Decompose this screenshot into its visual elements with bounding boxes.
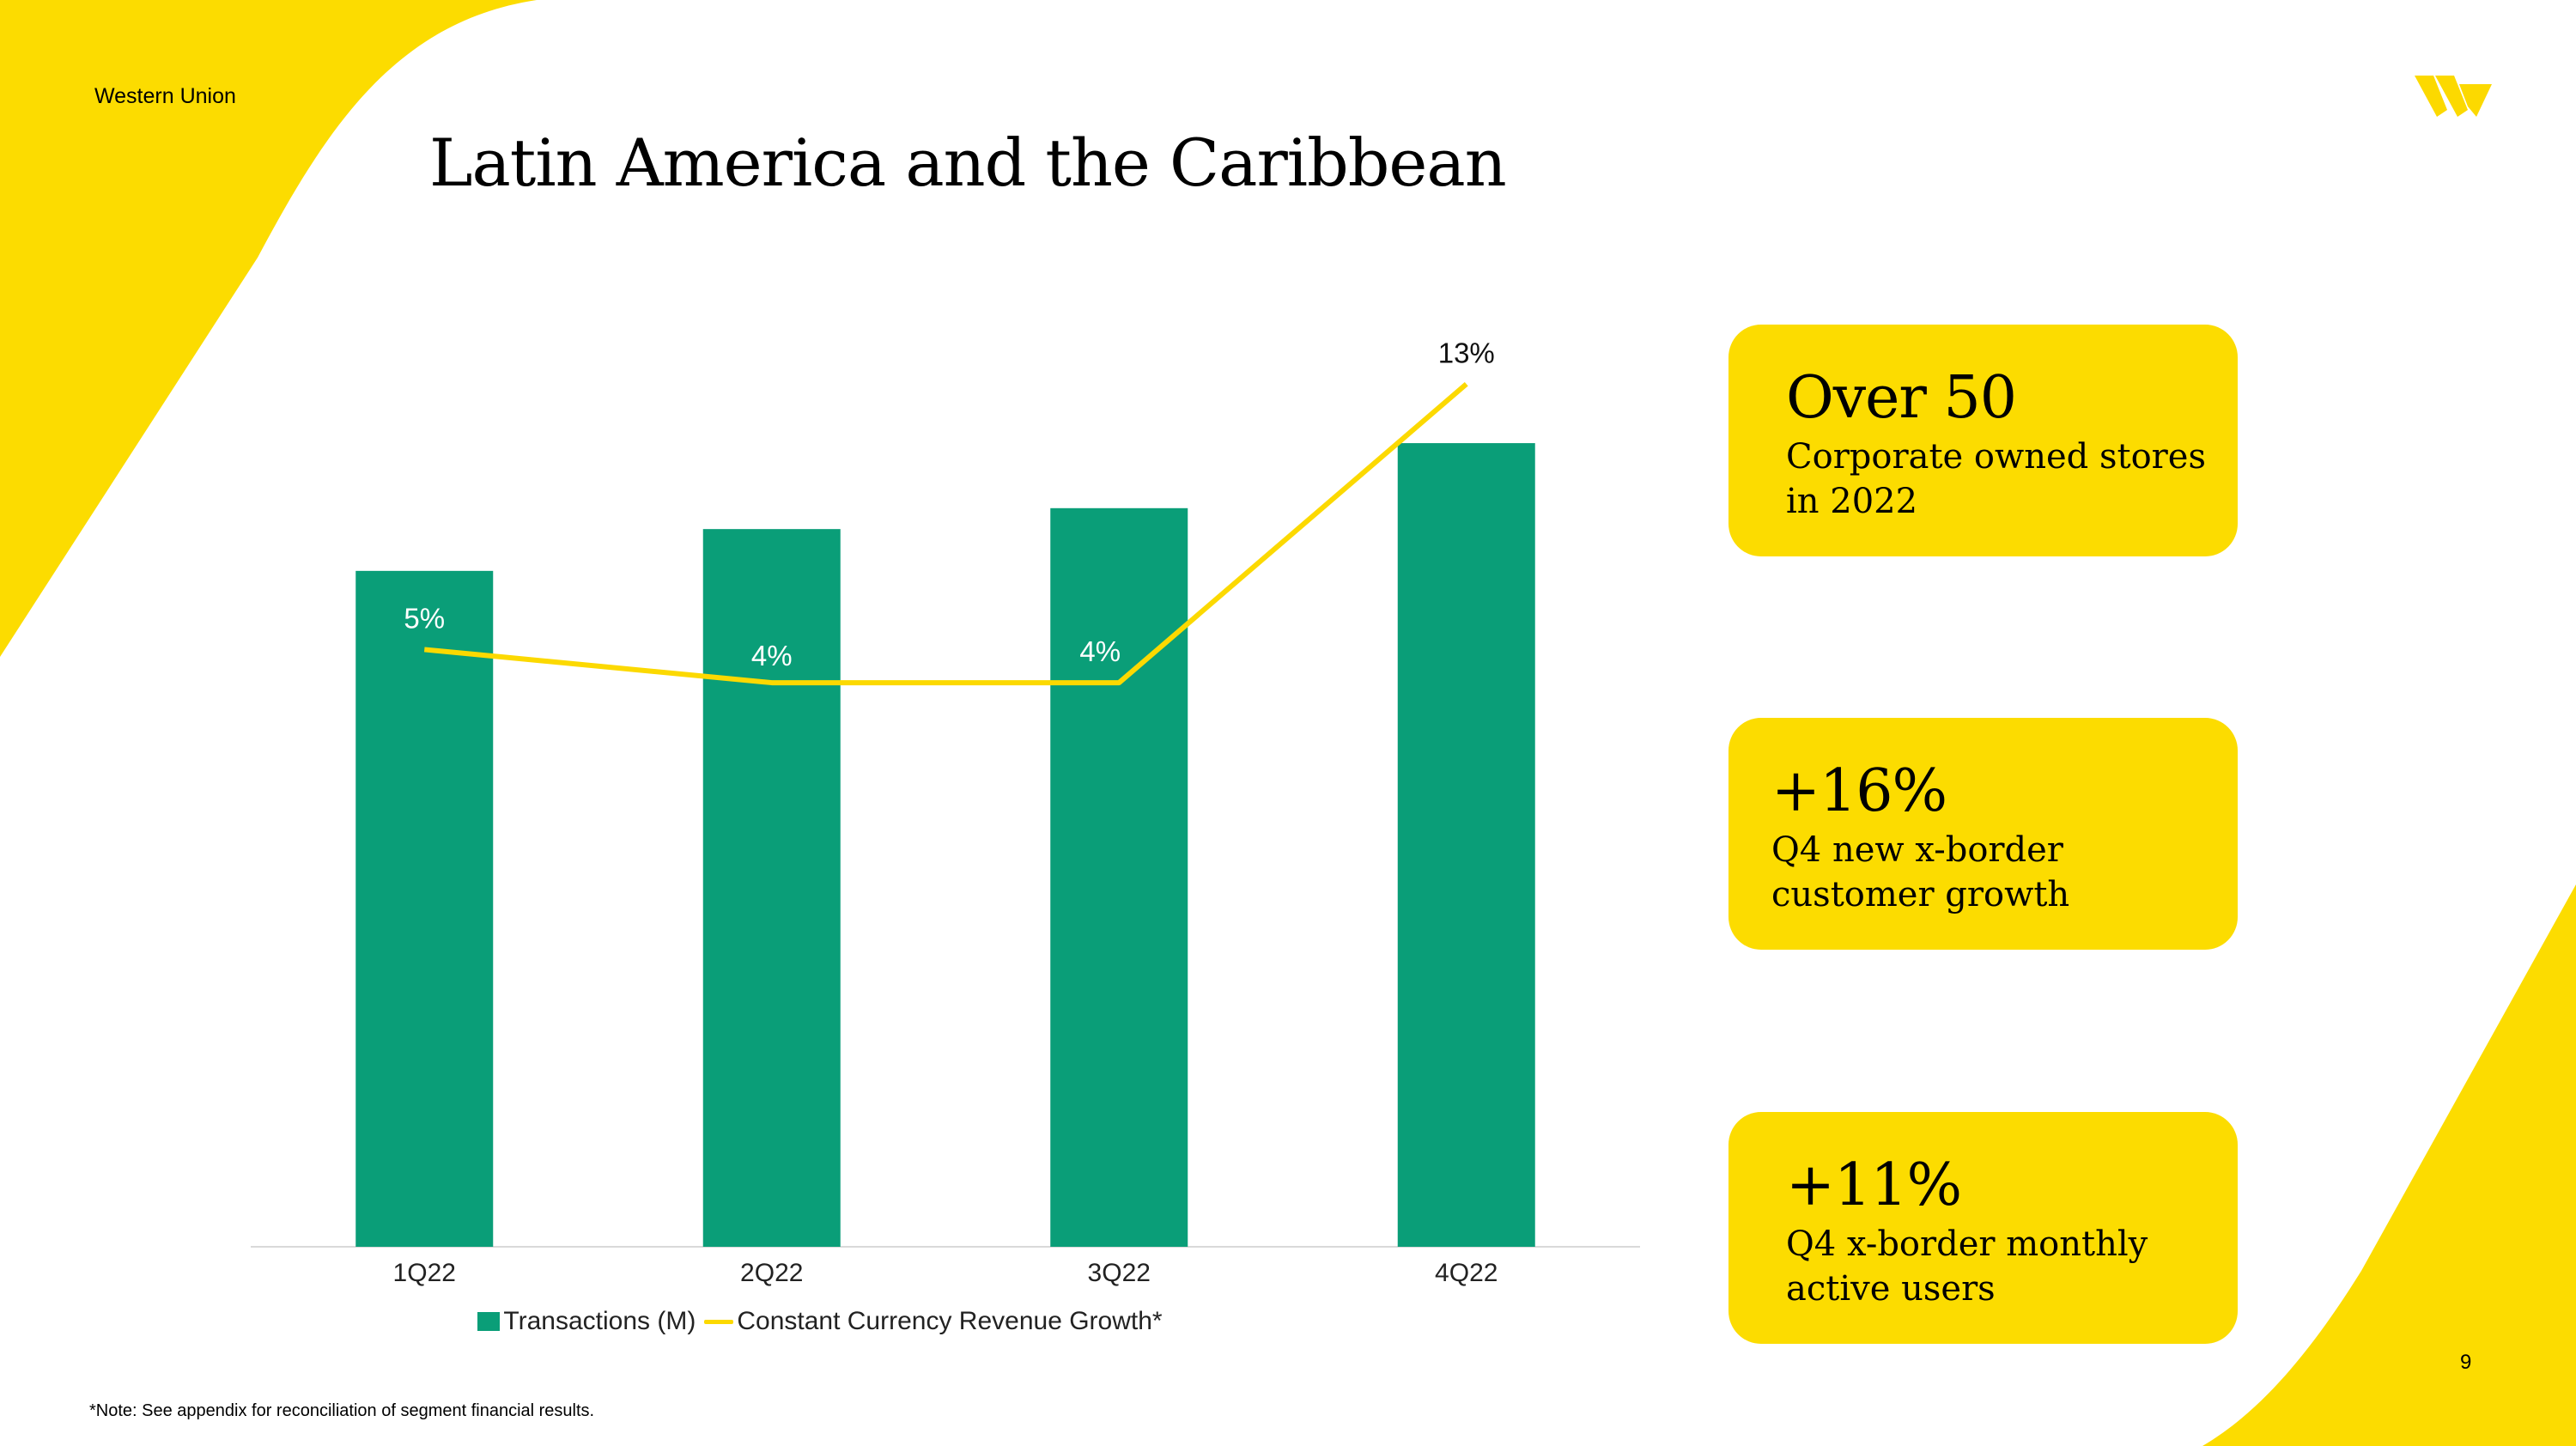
kpi-card-stores: Over 50 Corporate owned stores in 2022 — [1728, 325, 2238, 556]
x-tick-label: 1Q22 — [393, 1259, 456, 1287]
growth-line — [423, 382, 1468, 686]
footnote: *Note: See appendix for reconciliation o… — [89, 1401, 595, 1420]
kpi-card-text: Corporate owned stores in 2022 — [1786, 437, 2207, 521]
western-union-logo-icon — [2415, 76, 2492, 117]
bar-1q22 — [355, 570, 494, 1247]
x-tick-label: 2Q22 — [740, 1259, 803, 1287]
kpi-card-customer-growth: +16% Q4 new x-border customer growth — [1728, 718, 2238, 950]
kpi-card-active-users: +11% Q4 x-border monthly active users — [1728, 1112, 2238, 1344]
legend-item-transactions: Transactions (M) — [477, 1307, 696, 1336]
kpi-card-headline: +11% — [1786, 1151, 1962, 1219]
legend-swatch-revenue-growth — [704, 1319, 734, 1324]
legend-item-revenue-growth: Constant Currency Revenue Growth* — [696, 1307, 1163, 1336]
bar-3q22 — [1050, 507, 1188, 1247]
bar-4q22 — [1397, 443, 1535, 1247]
top-left-yellow-shape — [0, 0, 537, 657]
legend-swatch-transactions — [477, 1312, 501, 1331]
kpi-card-text: Q4 new x-border customer growth — [1771, 830, 2070, 914]
brand-name: Western Union — [94, 84, 236, 108]
kpi-card-headline: Over 50 — [1786, 364, 2017, 432]
data-label-growth: 4% — [751, 640, 793, 671]
x-tick-label: 3Q22 — [1088, 1259, 1151, 1287]
legend-label-transactions: Transactions (M) — [503, 1307, 696, 1335]
kpi-card-headline: +16% — [1771, 757, 1947, 825]
data-label-growth: 4% — [1079, 635, 1121, 667]
page-title: Latin America and the Caribbean — [429, 125, 1507, 201]
chart-legend: Transactions (M) Constant Currency Reven… — [0, 1307, 1640, 1336]
data-label-growth: 5% — [404, 602, 445, 634]
legend-label-revenue-growth: Constant Currency Revenue Growth* — [737, 1307, 1163, 1335]
x-tick-label: 4Q22 — [1435, 1259, 1498, 1287]
data-label-growth: 13% — [1438, 337, 1495, 368]
bottom-right-yellow-shape — [2202, 884, 2576, 1446]
bar-2q22 — [702, 529, 841, 1247]
kpi-card-text: Q4 x-border monthly active users — [1786, 1224, 2148, 1309]
page-number: 9 — [2460, 1351, 2472, 1374]
